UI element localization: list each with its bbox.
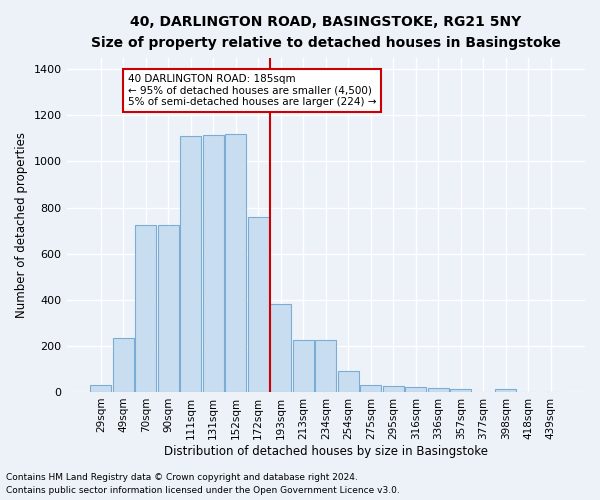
Y-axis label: Number of detached properties: Number of detached properties — [15, 132, 28, 318]
Text: Contains HM Land Registry data © Crown copyright and database right 2024.
Contai: Contains HM Land Registry data © Crown c… — [6, 474, 400, 495]
Bar — [383, 386, 404, 392]
Bar — [158, 225, 179, 392]
Bar — [315, 340, 337, 392]
Bar — [225, 134, 247, 392]
Bar — [135, 225, 157, 392]
Bar — [248, 217, 269, 392]
Bar — [428, 388, 449, 392]
Bar — [90, 385, 112, 392]
Bar — [203, 135, 224, 392]
Bar — [450, 389, 472, 392]
X-axis label: Distribution of detached houses by size in Basingstoke: Distribution of detached houses by size … — [164, 444, 488, 458]
Title: 40, DARLINGTON ROAD, BASINGSTOKE, RG21 5NY
Size of property relative to detached: 40, DARLINGTON ROAD, BASINGSTOKE, RG21 5… — [91, 15, 561, 50]
Bar — [270, 304, 292, 392]
Bar — [113, 338, 134, 392]
Text: 40 DARLINGTON ROAD: 185sqm
← 95% of detached houses are smaller (4,500)
5% of se: 40 DARLINGTON ROAD: 185sqm ← 95% of deta… — [128, 74, 376, 107]
Bar — [338, 371, 359, 392]
Bar — [293, 340, 314, 392]
Bar — [405, 387, 427, 392]
Bar — [360, 385, 382, 392]
Bar — [495, 389, 517, 392]
Bar — [180, 136, 202, 392]
